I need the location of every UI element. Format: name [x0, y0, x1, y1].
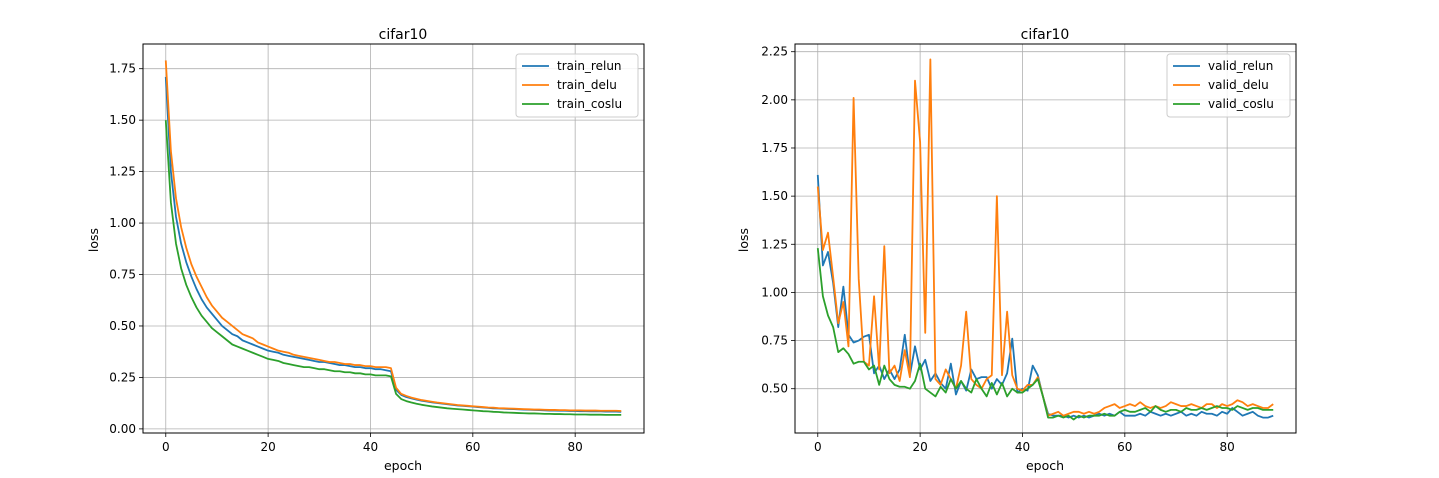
left-x-tick-label: 80 — [568, 440, 583, 454]
right-y-tick-label: 1.75 — [761, 141, 788, 155]
right-series-lines — [816, 58, 1274, 421]
legend-label-valid-relun: valid_relun — [1208, 59, 1273, 73]
right-x-tick-label: 80 — [1220, 440, 1235, 454]
right-legend: valid_relun valid_delu valid_coslu — [1166, 53, 1291, 118]
right-grid — [795, 44, 1296, 433]
right-y-tick-label: 0.75 — [761, 334, 788, 348]
left-series-lines — [164, 60, 622, 416]
right-y-tick-label: 1.25 — [761, 237, 788, 251]
left-x-tick-label: 60 — [465, 440, 480, 454]
right-y-tick-label: 2.00 — [761, 93, 788, 107]
left-y-tick-label: 1.00 — [109, 216, 136, 230]
right-x-tick-label: 0 — [814, 440, 822, 454]
left-legend: train_relun train_delu train_coslu — [515, 53, 639, 118]
left-x-tick-label: 0 — [162, 440, 170, 454]
legend-label-train-coslu: train_coslu — [557, 97, 622, 111]
right-x-tick-label: 40 — [1015, 440, 1030, 454]
series-line-train-coslu — [164, 120, 622, 416]
left-y-tick-label: 0.50 — [109, 319, 136, 333]
right-subplot: cifar10 epoch loss 0 20 40 60 80 0.50 0.75 1.00… — [736, 27, 1297, 473]
right-axis-ticks: 0 20 40 60 80 0.50 0.75 1.00 1.25 1.50 1.75 2.00 2.2… — [761, 45, 1235, 454]
right-y-tick-label: 0.50 — [761, 382, 788, 396]
left-x-axis-label: epoch — [384, 458, 422, 473]
right-y-axis-label: loss — [736, 228, 751, 252]
left-y-tick-label: 1.25 — [109, 165, 136, 179]
left-y-tick-label: 0.75 — [109, 268, 136, 282]
left-plot-frame — [142, 43, 645, 434]
left-y-axis-label: loss — [86, 228, 101, 252]
left-subplot: cifar10 epoch loss 0 20 40 60 80 0.00 0.25 0.50… — [86, 27, 645, 473]
right-x-tick-label: 60 — [1117, 440, 1132, 454]
right-y-tick-label: 2.25 — [761, 45, 788, 59]
right-chart-title: cifar10 — [1021, 27, 1070, 43]
right-x-tick-label: 20 — [912, 440, 927, 454]
left-x-tick-label: 20 — [260, 440, 275, 454]
left-y-tick-label: 1.50 — [109, 113, 136, 127]
left-legend-box — [515, 53, 639, 118]
right-y-tick-label: 1.50 — [761, 189, 788, 203]
legend-label-valid-coslu: valid_coslu — [1208, 97, 1274, 111]
right-plot-frame — [794, 43, 1297, 434]
left-x-tick-label: 40 — [363, 440, 378, 454]
right-y-tick-label: 1.00 — [761, 285, 788, 299]
series-line-valid-coslu — [816, 248, 1274, 421]
right-x-axis-label: epoch — [1026, 458, 1064, 473]
series-line-train-delu — [164, 60, 622, 412]
legend-label-train-relun: train_relun — [557, 59, 622, 73]
left-y-tick-label: 1.75 — [109, 62, 136, 76]
left-y-tick-label: 0.25 — [109, 370, 136, 384]
series-line-train-relun — [164, 76, 622, 413]
legend-label-valid-delu: valid_delu — [1208, 78, 1269, 92]
left-y-tick-label: 0.00 — [109, 422, 136, 436]
right-legend-box — [1166, 53, 1291, 118]
left-chart-title: cifar10 — [379, 27, 428, 43]
left-axis-ticks: 0 20 40 60 80 0.00 0.25 0.50 0.75 1.00 1.25 1.50 1.7… — [109, 62, 583, 454]
legend-label-train-delu: train_delu — [557, 78, 617, 92]
